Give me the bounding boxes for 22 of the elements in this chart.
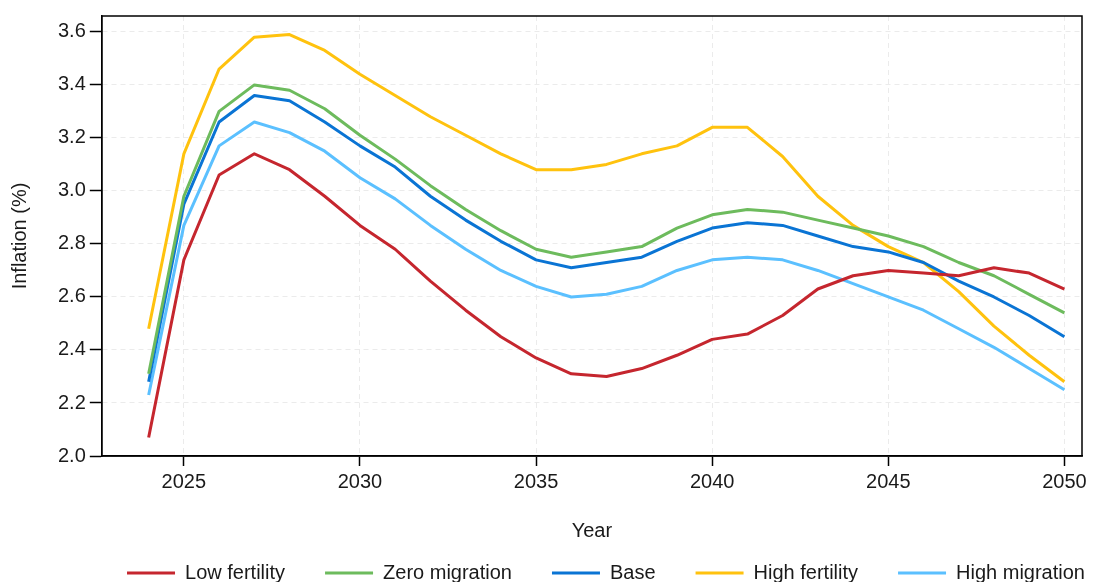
y-tick-label: 2.4 [57,337,86,360]
legend-label: Zero migration [383,560,512,582]
y-tick-label: 2.2 [57,390,86,413]
y-tick-label: 3.2 [57,125,86,148]
legend-label: Low fertility [185,560,286,582]
x-tick-label: 2025 [161,469,207,492]
y-axis-title: Inflation (%) [7,182,30,290]
legend-label: High fertility [753,560,859,582]
x-tick-label: 2035 [513,469,559,492]
legend-label: Base [609,560,656,582]
x-tick-label: 2030 [337,469,383,492]
y-tick-label: 3.0 [57,178,86,201]
x-tick-label: 2045 [866,469,911,492]
x-tick-label: 2050 [1042,469,1087,492]
y-tick-label: 2.8 [57,231,86,254]
y-tick-label: 3.4 [57,72,86,95]
y-tick-label: 2.6 [57,284,86,307]
y-tick-label: 3.6 [57,19,86,42]
y-tick-label: 2.0 [57,443,86,466]
x-axis-title: Year [571,518,613,541]
x-tick-label: 2040 [689,469,735,492]
legend-label: High migration [956,560,1085,582]
